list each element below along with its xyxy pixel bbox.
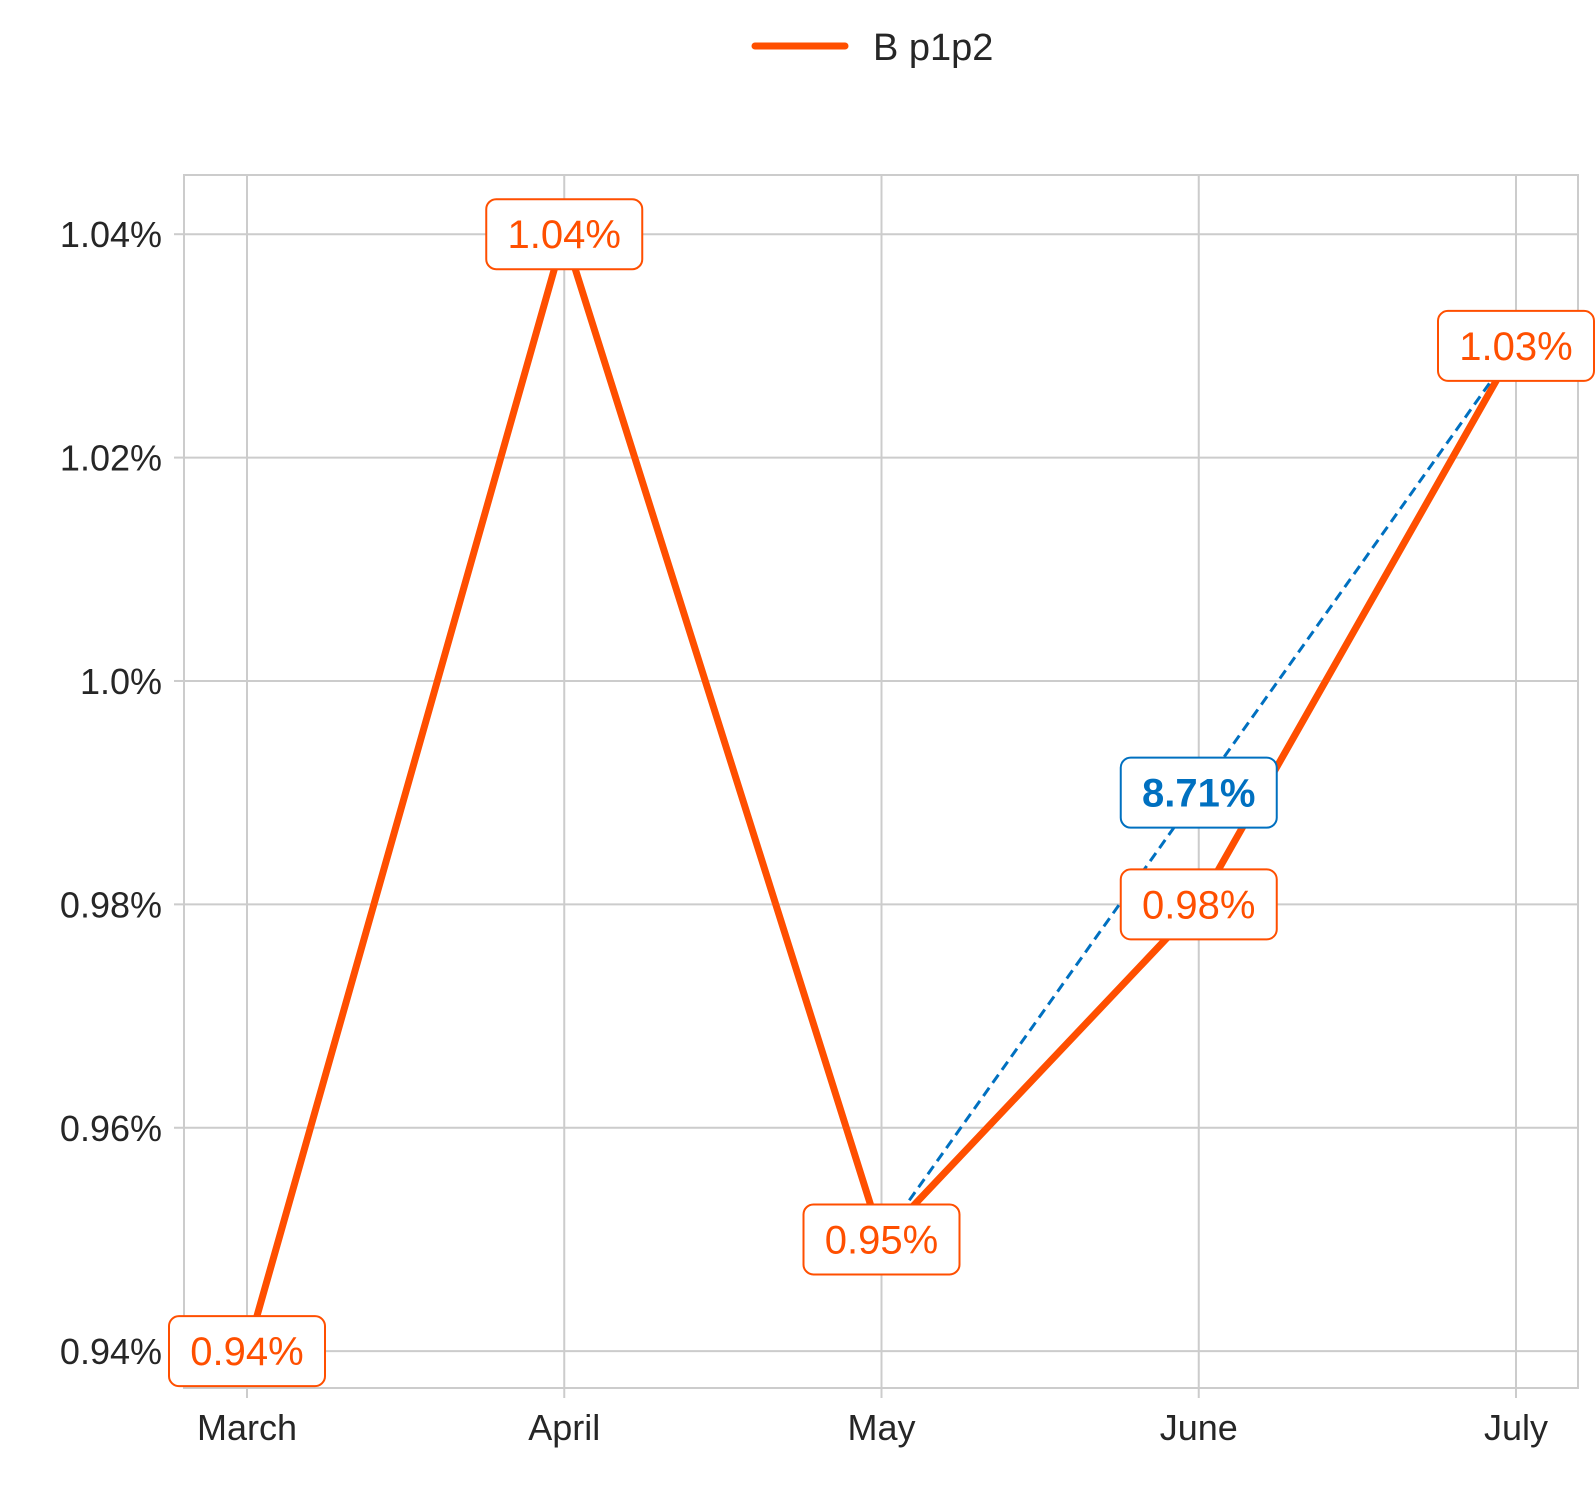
data-label: 0.98% bbox=[1119, 868, 1278, 941]
data-label: 0.95% bbox=[802, 1203, 961, 1276]
x-tick-label: June bbox=[1160, 1407, 1238, 1448]
y-axis: 0.94% 0.96% 0.98% 1.0% 1.02% 1.04% bbox=[60, 214, 184, 1372]
legend-label: B p1p2 bbox=[873, 27, 993, 69]
data-label-text: 0.95% bbox=[825, 1218, 938, 1262]
data-label-text: 1.03% bbox=[1459, 325, 1572, 369]
x-tick-label: May bbox=[847, 1407, 915, 1448]
x-tick-label: March bbox=[197, 1407, 297, 1448]
y-tick-label: 0.98% bbox=[60, 884, 162, 925]
data-label: 1.04% bbox=[485, 198, 644, 271]
data-label-box bbox=[168, 1315, 326, 1388]
annotation-layer: 8.71% bbox=[880, 345, 1518, 1241]
y-tick-label: 1.0% bbox=[80, 661, 162, 702]
y-tick-label: 0.94% bbox=[60, 1331, 162, 1372]
data-label-text: 0.98% bbox=[1142, 883, 1255, 927]
data-label-box bbox=[802, 1203, 961, 1276]
data-label-text: 0.94% bbox=[190, 1330, 303, 1374]
y-tick-label: 0.96% bbox=[60, 1108, 162, 1149]
change-annotation-box bbox=[1119, 756, 1278, 829]
x-tick-label: April bbox=[528, 1407, 600, 1448]
data-label: 1.03% bbox=[1437, 309, 1595, 382]
change-annotation-text: 8.71% bbox=[1142, 772, 1255, 816]
x-tick-label: July bbox=[1484, 1407, 1548, 1448]
data-label-box bbox=[485, 198, 644, 271]
data-label-box bbox=[1437, 309, 1595, 382]
y-tick-label: 1.02% bbox=[60, 438, 162, 479]
legend: B p1p2 bbox=[751, 27, 993, 69]
data-labels: 0.94% 1.04% 0.95% 0.98% 1.03% bbox=[168, 198, 1595, 1388]
y-tick-label: 1.04% bbox=[60, 214, 162, 255]
data-label-text: 1.04% bbox=[508, 213, 621, 257]
change-annotation: 8.71% bbox=[1119, 756, 1278, 829]
data-label: 0.94% bbox=[168, 1315, 326, 1388]
data-label-box bbox=[1119, 868, 1278, 941]
x-axis: March April May June July bbox=[197, 1388, 1548, 1448]
